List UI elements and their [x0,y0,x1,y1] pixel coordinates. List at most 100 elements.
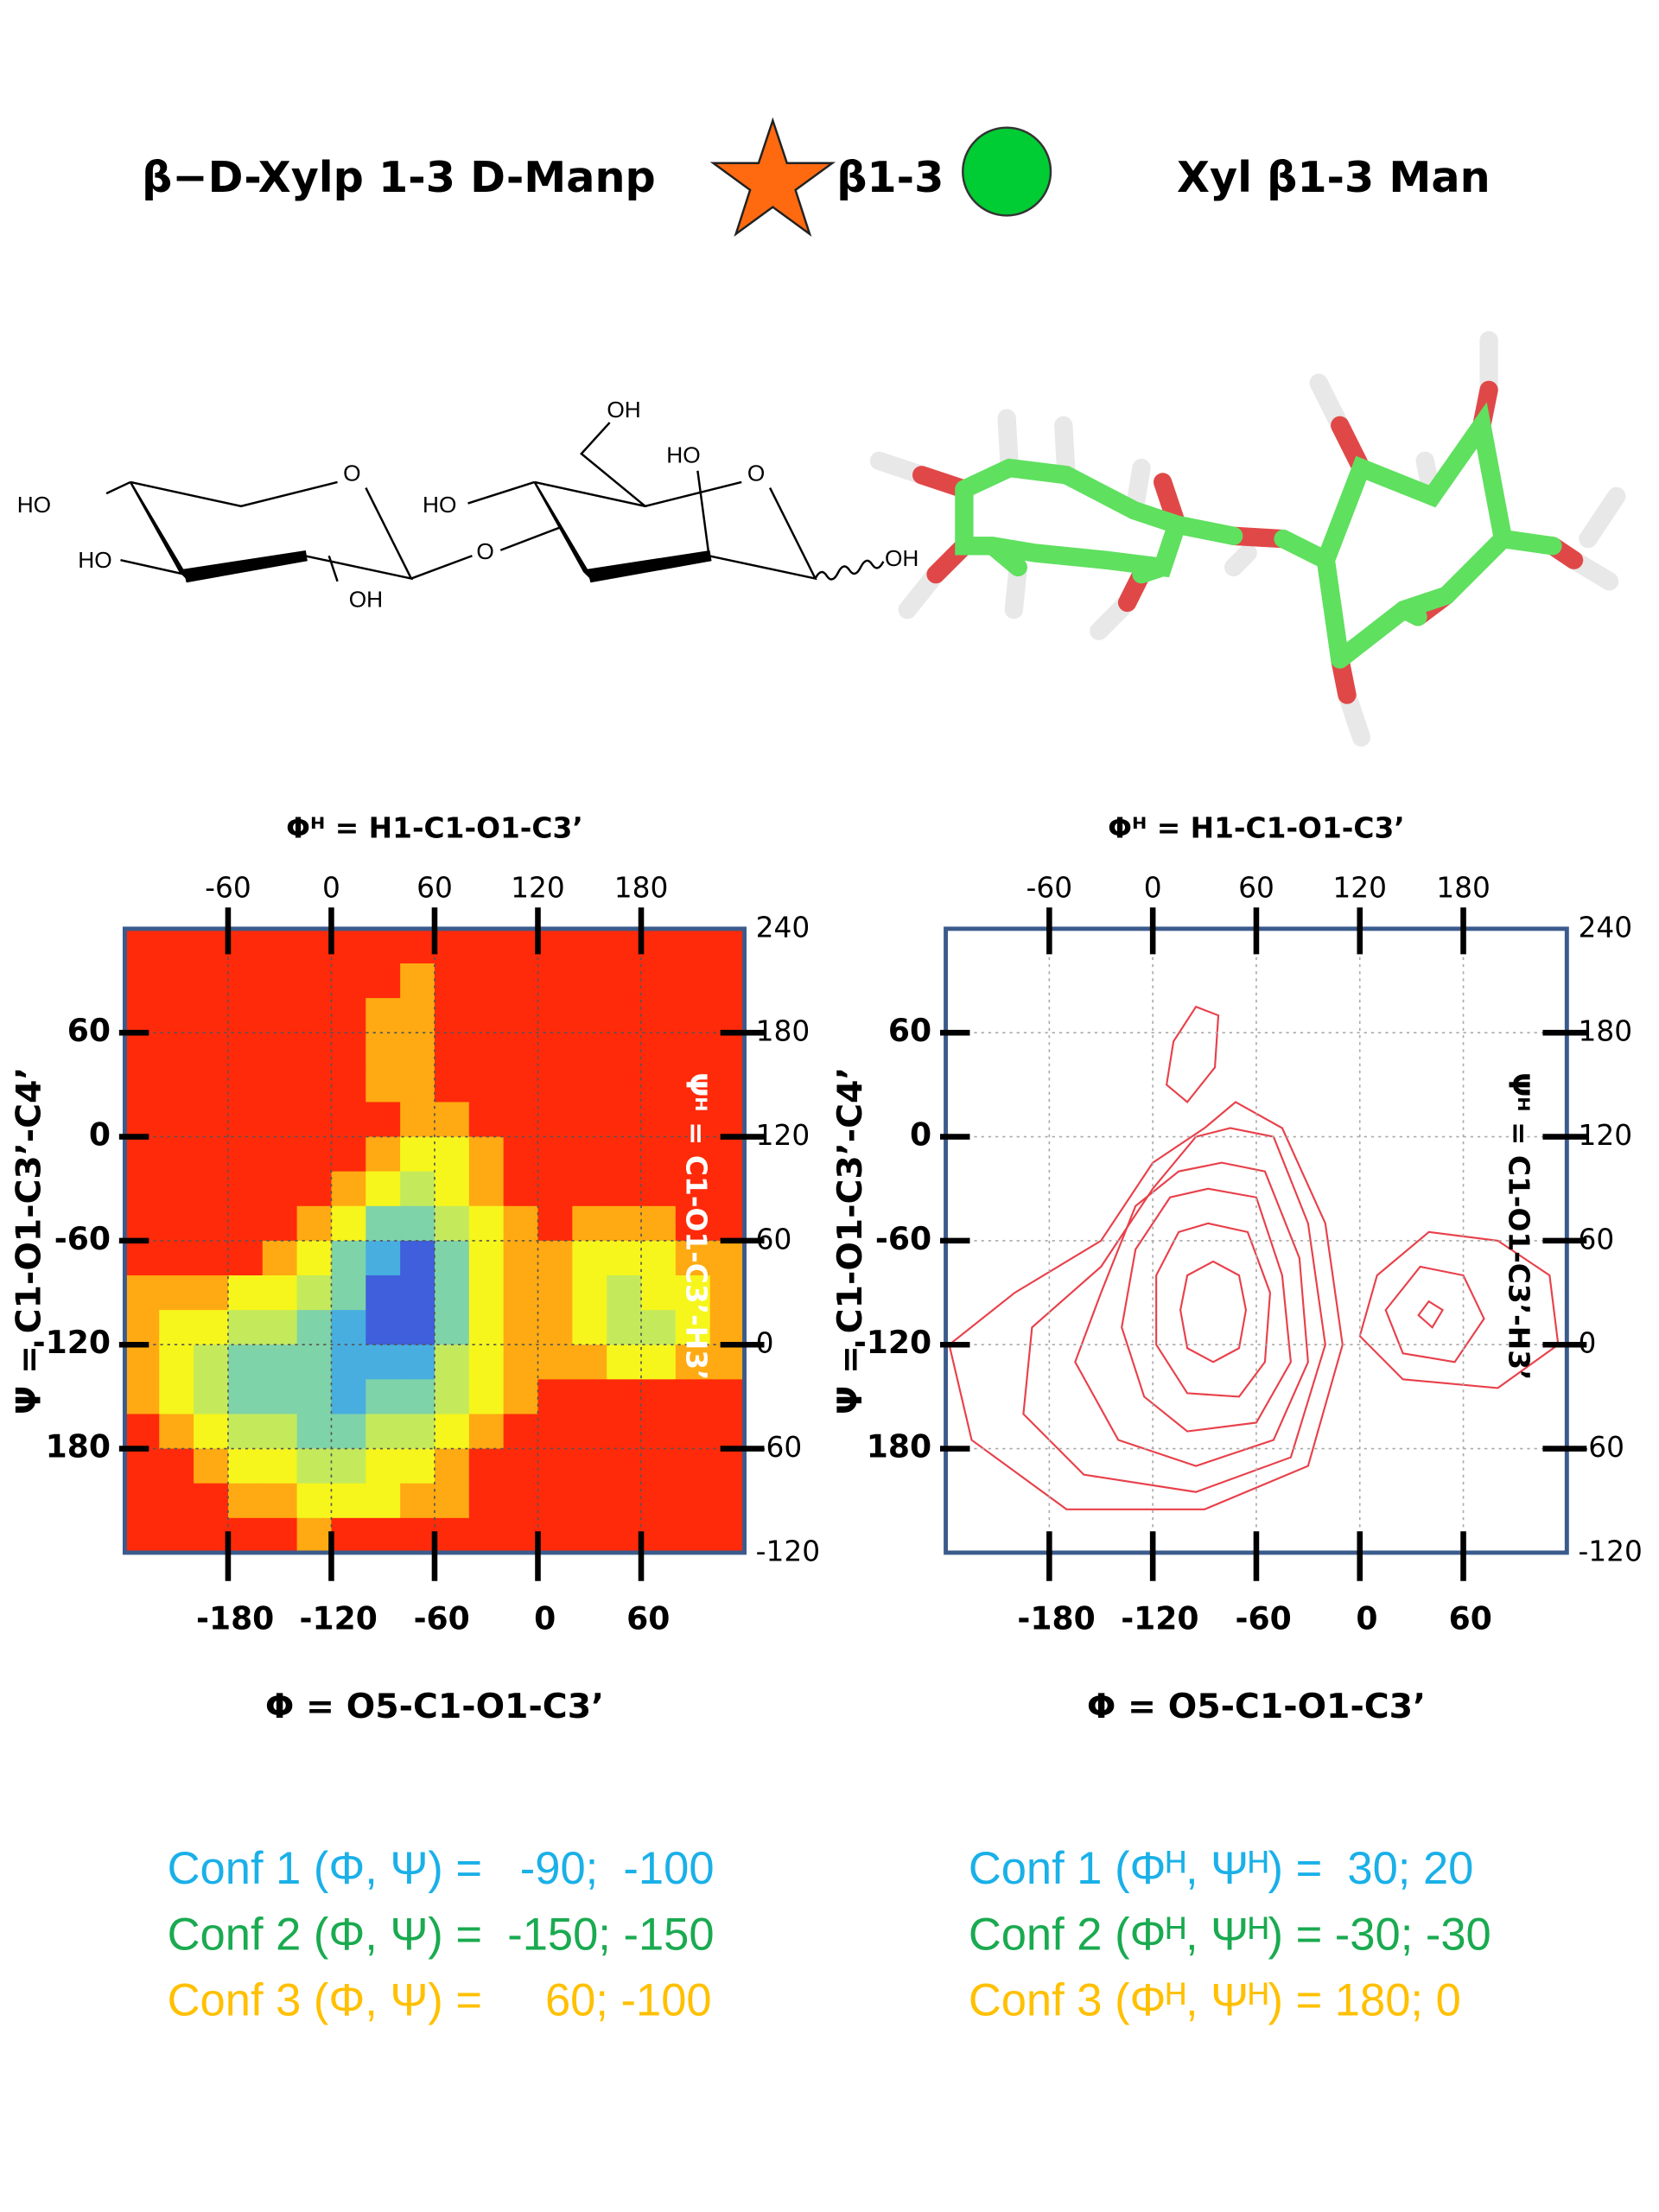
heatmap-cell [194,1240,229,1276]
atom-label: OH [885,545,918,571]
heatmap-cell [675,1379,711,1415]
heatmap-cell [709,1033,746,1069]
y-tick-label: 60 [888,1012,931,1049]
heatmap-cell [607,1033,643,1069]
heatmap-cell [400,1067,435,1103]
heatmap-cell [262,1102,298,1138]
heatmap-cell [709,1483,746,1519]
heatmap-cell [572,1414,608,1450]
heatmap-cell [124,1171,161,1207]
heatmap-cell [709,1310,746,1346]
heatmap-cell [434,1136,470,1173]
heatmap-cell [159,1517,195,1554]
heatmap-cell [641,1205,677,1242]
heatmap-cell [331,1483,367,1519]
heatmap-cell [227,1483,264,1519]
y2-tick-label: 120 [1578,1119,1632,1152]
x2-tick-label: 180 [1436,871,1491,904]
heatmap-cell [537,1067,574,1103]
x2-tick-label: 60 [416,871,453,904]
heatmap-cell [124,1310,161,1346]
heatmap-cell [709,1275,746,1312]
heatmap-cell [709,963,746,1000]
heatmap-cell [365,1033,402,1069]
y-tick-label: 60 [67,1012,111,1049]
heatmap-cell [607,998,643,1034]
heatmap-cell [709,1240,746,1276]
atom-label: O [343,461,360,486]
heatmap-cell [537,1344,574,1381]
heatmap-cell [227,963,264,1000]
heatmap-cell [400,1102,435,1138]
heatmap-cell [503,1067,539,1103]
heatmap-cell [159,1448,195,1484]
heatmap-cell [331,1205,367,1242]
y2-tick-label: -120 [756,1535,820,1567]
heatmap-cell [262,1483,298,1519]
heatmap-cell [159,1205,195,1242]
heatmap-cell [572,1448,608,1484]
heatmap-cell [537,1102,574,1138]
heatmap-cell [434,1275,470,1312]
heatmap-cell [468,1275,505,1312]
heatmap-cell [607,928,643,964]
heatmap-cell [607,1136,643,1173]
heatmap-cell [159,1310,195,1346]
heatmap-cell [503,1205,539,1242]
heatmap-cell [331,1448,367,1484]
heatmap-cell [365,1517,402,1554]
heatmap-cell [331,1102,367,1138]
heatmap-cell [468,1414,505,1450]
heatmap-cell [709,1379,746,1415]
heatmap-cell [124,1414,161,1450]
wavy-bond [814,559,885,581]
heatmap-cell [572,1205,608,1242]
wedge [129,481,190,582]
heatmap-cell [400,1517,435,1554]
heatmap-cell [675,998,711,1034]
heatmap-cell [262,1448,298,1484]
heatmap-cell [262,1136,298,1173]
heatmap-cell [675,1136,711,1173]
heatmap-cell [607,1379,643,1415]
heatmap-cell [400,1136,435,1173]
heatmap-cell [124,1379,161,1415]
heatmap-cell [331,1517,367,1554]
heatmap-cell [434,1448,470,1484]
heatmap-cell [503,1240,539,1276]
heatmap-cell [400,998,435,1034]
contour-line [948,1101,1344,1510]
heatmap-cell [503,1136,539,1173]
heatmap-cell [675,1033,711,1069]
heatmap-cell [400,1240,435,1276]
heatmap-cell [365,1067,402,1103]
heatmap-cell [468,963,505,1000]
x2-tick-label: 0 [322,871,340,904]
atom-label: O [476,538,493,564]
x-tick-label: 60 [1449,1600,1492,1637]
heatmap-cell [468,1205,505,1242]
heatmap-cell [537,1517,574,1554]
y-tick-label: -60 [875,1220,931,1257]
x2-tick-label: -60 [205,871,251,904]
heatmap-cell [124,1448,161,1484]
heatmap-cell [572,1344,608,1381]
heatmap-cell [572,963,608,1000]
heatmap-cell [365,1448,402,1484]
heatmap-cell [227,928,264,964]
heatmap-cell [296,1033,333,1069]
heatmap-cell [227,1240,264,1276]
heatmap-cell [296,1448,333,1484]
heatmap-cell [365,1240,402,1276]
heatmap-cell [124,963,161,1000]
heatmap-cell [434,928,470,964]
heatmap-cell [400,1310,435,1346]
x-tick-label: 0 [1356,1600,1377,1637]
heatmap-cell [503,1414,539,1450]
heatmap-cell [124,1517,161,1554]
heatmap-cell [572,1517,608,1554]
x-tick-label: -60 [1236,1600,1292,1637]
heatmap-cell [365,1379,402,1415]
heatmap-cell [468,1448,505,1484]
